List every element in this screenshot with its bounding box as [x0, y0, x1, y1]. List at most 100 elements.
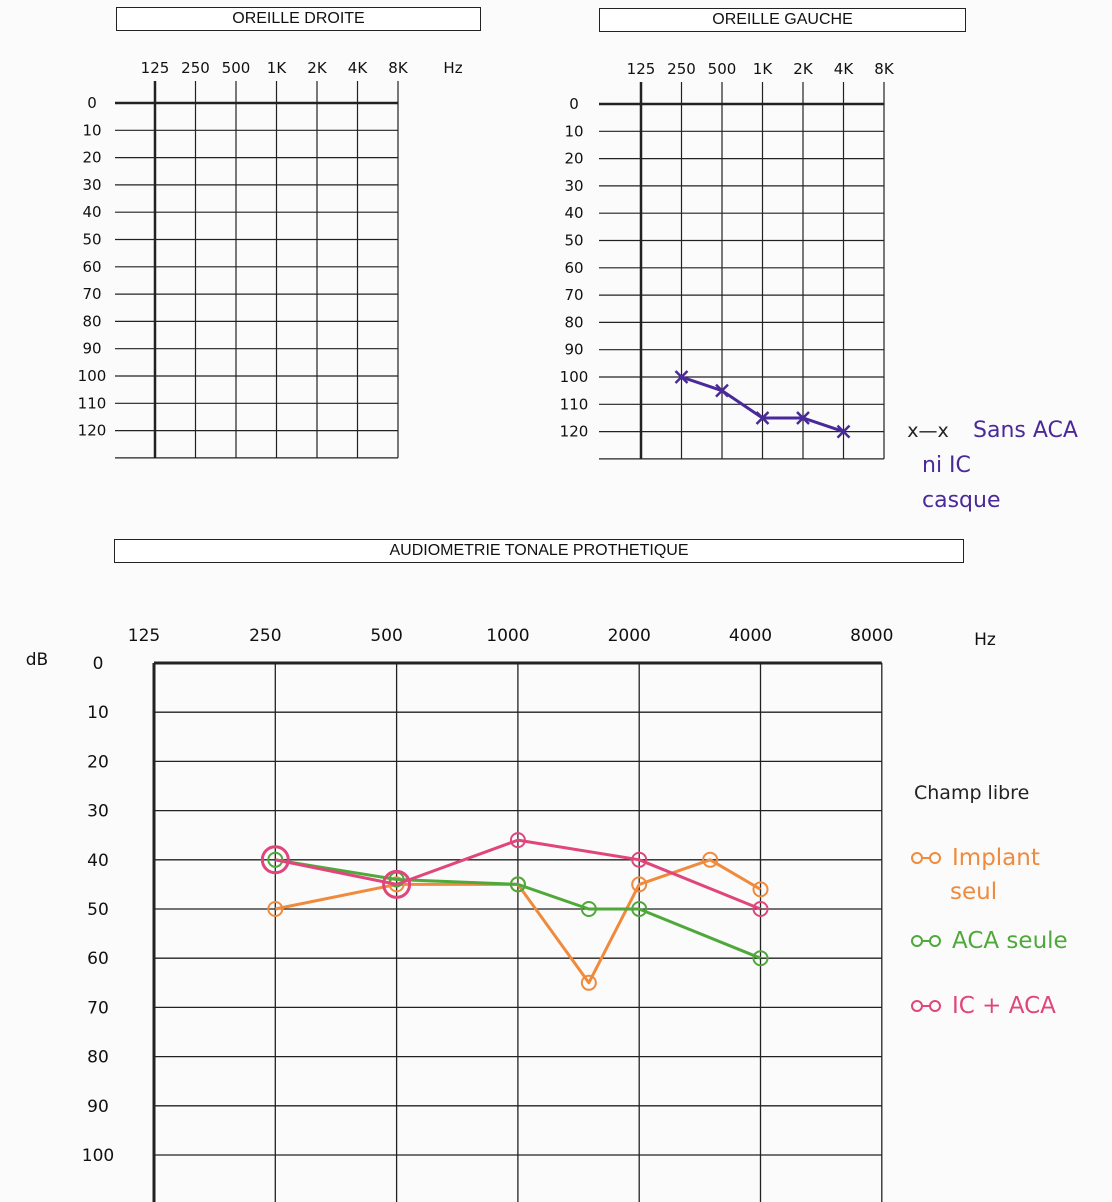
circle-marker	[260, 845, 290, 875]
y-tick-label: 50	[564, 232, 583, 250]
x-tick-label: 125	[627, 60, 656, 78]
circle-marker	[702, 851, 719, 868]
x-tick-label: 8K	[388, 59, 409, 77]
y-tick-label: 80	[564, 313, 583, 331]
x-tick-label: 2K	[793, 60, 814, 78]
y-unit-label: dB	[26, 650, 48, 670]
y-tick-label: 60	[564, 259, 583, 277]
legend-label: seul	[950, 879, 997, 905]
y-tick-label: 40	[87, 851, 109, 871]
left-ear-audiogram: 125 250 500 1K 2K 4K 8K 0 10 20 30 40 50 60 70 80 90 100 1…	[560, 60, 895, 460]
x-tick-label: 250	[667, 60, 696, 78]
x-tick-label: 250	[249, 626, 281, 646]
y-tick-label: 60	[87, 949, 109, 969]
y-tick-label: 110	[560, 395, 589, 413]
circle-marker	[509, 832, 526, 849]
circle-marker	[580, 901, 597, 917]
circle-marker	[752, 901, 769, 917]
y-tick-label: 50	[87, 900, 109, 920]
circle-marker	[631, 851, 648, 868]
y-tick-label: 0	[93, 654, 104, 674]
legend-marker	[911, 1000, 941, 1012]
circle-marker	[752, 881, 769, 898]
series-line	[275, 838, 762, 911]
legend-title: Champ libre	[914, 782, 1029, 804]
x-tick-label: 1K	[267, 59, 288, 77]
right-ear-audiogram: 125 250 500 1K 2K 4K 8K Hz 0 10 20 30 40 50 60 70 80 90 10…	[78, 59, 463, 459]
circle-marker	[382, 869, 412, 899]
legend-text: ni IC	[922, 453, 971, 478]
x-tick-label: 8000	[850, 626, 893, 646]
x-tick-label: 4000	[729, 626, 772, 646]
legend-text: Sans ACA	[973, 418, 1078, 443]
x-tick-label: 500	[370, 626, 402, 646]
x-tick-label: 125	[141, 59, 170, 77]
y-tick-label: 80	[87, 1048, 109, 1068]
circle-marker	[267, 901, 284, 917]
y-tick-label: 110	[78, 394, 107, 412]
x-tick-label: 1000	[486, 626, 529, 646]
x-tick-label: 250	[181, 59, 210, 77]
legend-label: IC + ACA	[952, 993, 1056, 1019]
y-tick-label: 30	[82, 176, 101, 194]
y-tick-label: 0	[569, 95, 579, 113]
circle-marker	[752, 950, 769, 967]
x-tick-label: 4K	[834, 60, 855, 78]
prosthetic-legend: Champ libre Implant seul ACA seule IC + ACA	[911, 782, 1068, 1019]
x-tick-label: 4K	[348, 59, 369, 77]
legend-marker	[911, 852, 941, 864]
y-tick-label: 90	[564, 341, 583, 359]
y-tick-label: 120	[78, 422, 107, 440]
y-tick-label: 90	[82, 340, 101, 358]
legend-symbol: x—x	[907, 420, 949, 442]
y-tick-label: 70	[564, 286, 583, 304]
x-marker	[796, 411, 810, 425]
x-tick-label: 500	[222, 59, 251, 77]
left-ear-title: OREILLE GAUCHE	[599, 8, 966, 32]
x-tick-label: 500	[708, 60, 737, 78]
circle-marker	[580, 974, 597, 991]
x-tick-label: 125	[128, 626, 160, 646]
right-ear-title: OREILLE DROITE	[116, 7, 481, 31]
y-tick-label: 40	[82, 203, 101, 221]
x-tick-label: 8K	[874, 60, 895, 78]
x-tick-label: 1K	[753, 60, 774, 78]
x-tick-label: 2000	[608, 626, 651, 646]
y-tick-label: 100	[78, 367, 107, 385]
series-line	[275, 858, 762, 960]
x-unit-label: Hz	[443, 59, 462, 77]
y-tick-label: 90	[87, 1097, 109, 1117]
y-tick-label: 70	[87, 998, 109, 1018]
y-tick-label: 20	[82, 149, 101, 167]
prosthetic-audiogram: 125 250 500 1000 2000 4000 8000 Hz dB 0 10 20 30 40 50…	[26, 626, 996, 1202]
y-tick-label: 60	[82, 258, 101, 276]
circle-marker	[509, 876, 526, 893]
x-marker	[674, 370, 689, 384]
legend-label: ACA seule	[952, 928, 1068, 954]
y-tick-label: 30	[87, 802, 109, 822]
x-marker	[715, 383, 729, 398]
x-tick-label: 2K	[307, 59, 328, 77]
y-tick-label: 30	[564, 177, 583, 195]
y-tick-label: 50	[82, 231, 101, 249]
circle-marker	[631, 901, 648, 917]
y-tick-label: 10	[564, 122, 583, 140]
y-tick-label: 40	[564, 204, 583, 222]
x-marker	[836, 424, 851, 439]
y-tick-label: 10	[87, 703, 109, 723]
y-tick-label: 80	[82, 312, 101, 330]
legend-label: Implant	[952, 845, 1040, 871]
y-tick-label: 20	[87, 752, 109, 772]
y-tick-label: 20	[564, 150, 583, 168]
y-tick-label: 100	[82, 1146, 114, 1166]
circle-marker	[631, 876, 648, 893]
y-tick-label: 10	[82, 121, 101, 139]
x-unit-label: Hz	[974, 630, 996, 650]
prosthetic-audiometry-title: AUDIOMETRIE TONALE PROTHETIQUE	[114, 539, 964, 563]
y-tick-label: 100	[560, 368, 589, 386]
y-tick-label: 0	[87, 94, 97, 112]
legend-text: casque	[922, 488, 1000, 513]
